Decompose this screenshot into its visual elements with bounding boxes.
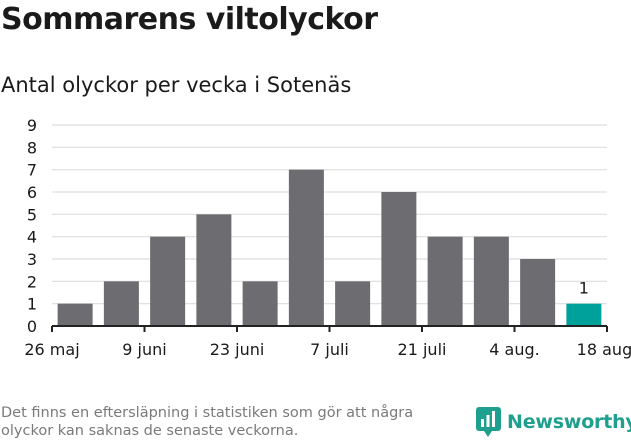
bar xyxy=(196,214,232,326)
y-tick-label: 9 xyxy=(27,116,37,135)
y-tick-label: 3 xyxy=(27,250,37,269)
bar xyxy=(473,236,509,326)
y-tick-label: 0 xyxy=(27,317,37,336)
bar-highlighted xyxy=(566,303,602,326)
x-tick-label: 26 maj xyxy=(24,340,79,359)
y-tick-label: 1 xyxy=(27,295,37,314)
chart-title: Sommarens viltolyckor xyxy=(1,2,378,37)
bar xyxy=(427,236,463,326)
y-tick-label: 4 xyxy=(27,228,37,247)
bar xyxy=(57,303,93,326)
data-labels: 1 xyxy=(579,279,589,298)
x-tick-label: 18 aug. xyxy=(577,340,631,359)
newsworthy-logo: Newsworthy xyxy=(476,407,631,437)
footnote: Det finns en eftersläpning i statistiken… xyxy=(1,405,414,439)
x-tick-labels: 26 maj 9 juni 23 juni 7 juli 21 juli 4 aug. 18… xyxy=(24,326,631,359)
y-tick-label: 7 xyxy=(27,161,37,180)
bar xyxy=(288,169,324,326)
bar xyxy=(335,281,371,326)
y-tick-label: 6 xyxy=(27,183,37,202)
bar xyxy=(381,192,417,326)
data-label: 1 xyxy=(579,279,589,298)
x-tick-label: 4 aug. xyxy=(489,340,539,359)
x-tick-label: 9 juni xyxy=(122,340,166,359)
chart-subtitle: Antal olyckor per vecka i Sotenäs xyxy=(1,73,352,97)
y-tick-label: 2 xyxy=(27,272,37,291)
y-tick-label: 8 xyxy=(27,138,37,157)
bar xyxy=(103,281,139,326)
x-tick-label: 21 juli xyxy=(398,340,447,359)
bars xyxy=(57,169,602,326)
grid-lines xyxy=(52,124,607,305)
x-tick-label: 23 juni xyxy=(210,340,265,359)
y-tick-label: 5 xyxy=(27,205,37,224)
logo-text: Newsworthy xyxy=(507,411,631,433)
newsworthy-logo-icon xyxy=(476,407,501,437)
bar xyxy=(150,236,186,326)
bar xyxy=(520,259,556,326)
y-tick-labels: 0 1 2 3 4 5 6 7 8 9 xyxy=(27,116,37,336)
bar xyxy=(242,281,278,326)
bar-chart: 1 0 1 2 3 4 5 6 7 8 9 26 maj 9 juni 23 juni 7 juli 21… xyxy=(24,116,631,359)
x-tick-label: 7 juli xyxy=(310,340,349,359)
